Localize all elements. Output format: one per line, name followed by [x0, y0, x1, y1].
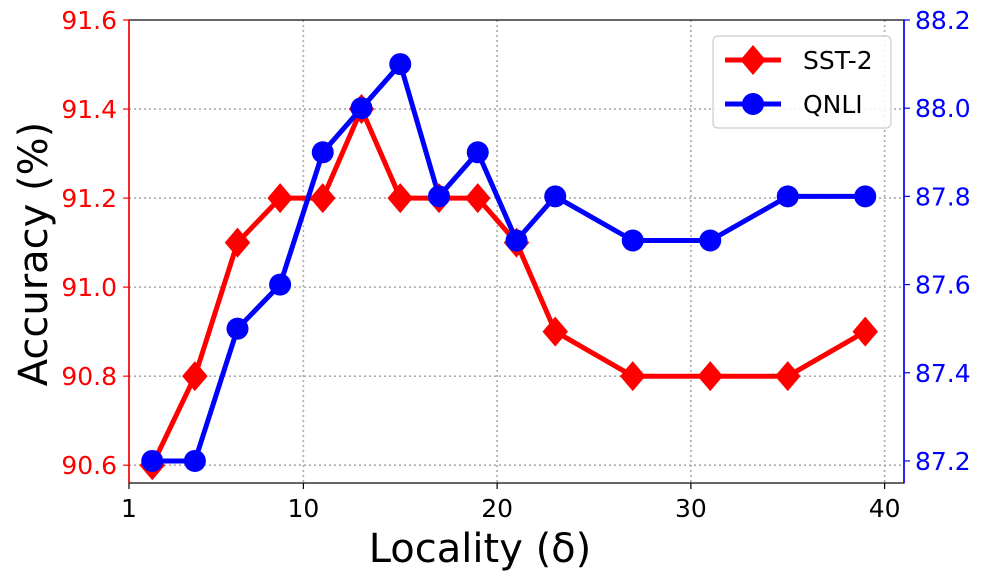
- x-tick-label: 20: [481, 494, 513, 523]
- data-point-qnli: [389, 53, 412, 76]
- data-point-qnli: [544, 185, 567, 208]
- y-right-tick-label: 87.4: [915, 359, 971, 388]
- data-point-qnli: [699, 229, 722, 252]
- data-point-qnli: [183, 449, 206, 472]
- legend-label-sst-2: SST-2: [803, 46, 873, 75]
- axes: [128, 20, 905, 483]
- y-left-tick-label: 90.8: [61, 362, 117, 391]
- data-point-sst-2: [620, 361, 646, 392]
- data-point-sst-2: [542, 316, 568, 347]
- y-left-tick-label: 91.2: [61, 184, 117, 213]
- y-right-tick-label: 87.2: [915, 447, 971, 476]
- data-point-qnli: [141, 449, 164, 472]
- y-left-tick-label: 91.4: [61, 95, 117, 124]
- y-right-tick-label: 88.0: [915, 94, 971, 123]
- x-tick-label: 10: [287, 494, 319, 523]
- y-left-tick-label: 91.0: [61, 273, 117, 302]
- data-point-qnli: [269, 273, 292, 296]
- y-right-tick-label: 87.8: [915, 182, 971, 211]
- x-axis-ticks: 1 10 20 30 40: [121, 483, 901, 523]
- data-point-sst-2: [697, 361, 723, 392]
- legend: SST-2 QNLI: [712, 35, 892, 129]
- y-left-tick-label: 91.6: [61, 6, 117, 35]
- data-point-qnli: [428, 185, 450, 208]
- x-tick-label: 40: [869, 494, 901, 523]
- y-left-tick-label: 90.6: [61, 451, 117, 480]
- y-right-axis-ticks: 87.2 87.4 87.6 87.8 88.0 88.2: [904, 6, 971, 476]
- data-point-sst-2: [182, 361, 208, 392]
- y-right-tick-label: 88.2: [915, 6, 971, 35]
- x-tick-label: 1: [121, 494, 137, 523]
- legend-marker-sst-2: [740, 45, 766, 75]
- data-point-sst-2: [310, 183, 336, 214]
- data-point-sst-2: [267, 183, 293, 214]
- data-point-qnli: [311, 141, 334, 164]
- y-left-axis-label: Accuracy (%): [11, 122, 57, 387]
- data-point-qnli: [505, 229, 528, 252]
- data-point-qnli: [621, 229, 644, 252]
- data-point-qnli: [466, 141, 489, 164]
- data-point-sst-2: [775, 361, 801, 392]
- data-point-qnli: [226, 317, 249, 340]
- data-point-qnli: [776, 185, 799, 208]
- data-point-sst-2: [387, 183, 413, 214]
- x-axis-label: Locality (δ): [369, 526, 592, 572]
- legend-label-qnli: QNLI: [803, 90, 863, 119]
- y-left-axis-ticks: 90.6 90.8 91.0 91.2 91.4 91.6: [61, 6, 129, 480]
- legend-marker-qnli: [742, 93, 764, 115]
- data-point-sst-2: [852, 316, 878, 347]
- data-point-qnli: [854, 185, 877, 208]
- data-point-sst-2: [465, 183, 491, 214]
- data-point-sst-2: [224, 227, 251, 258]
- data-point-qnli: [350, 97, 373, 120]
- y-right-tick-label: 87.6: [915, 271, 971, 300]
- x-tick-label: 30: [675, 494, 707, 523]
- series-markers: [139, 53, 878, 481]
